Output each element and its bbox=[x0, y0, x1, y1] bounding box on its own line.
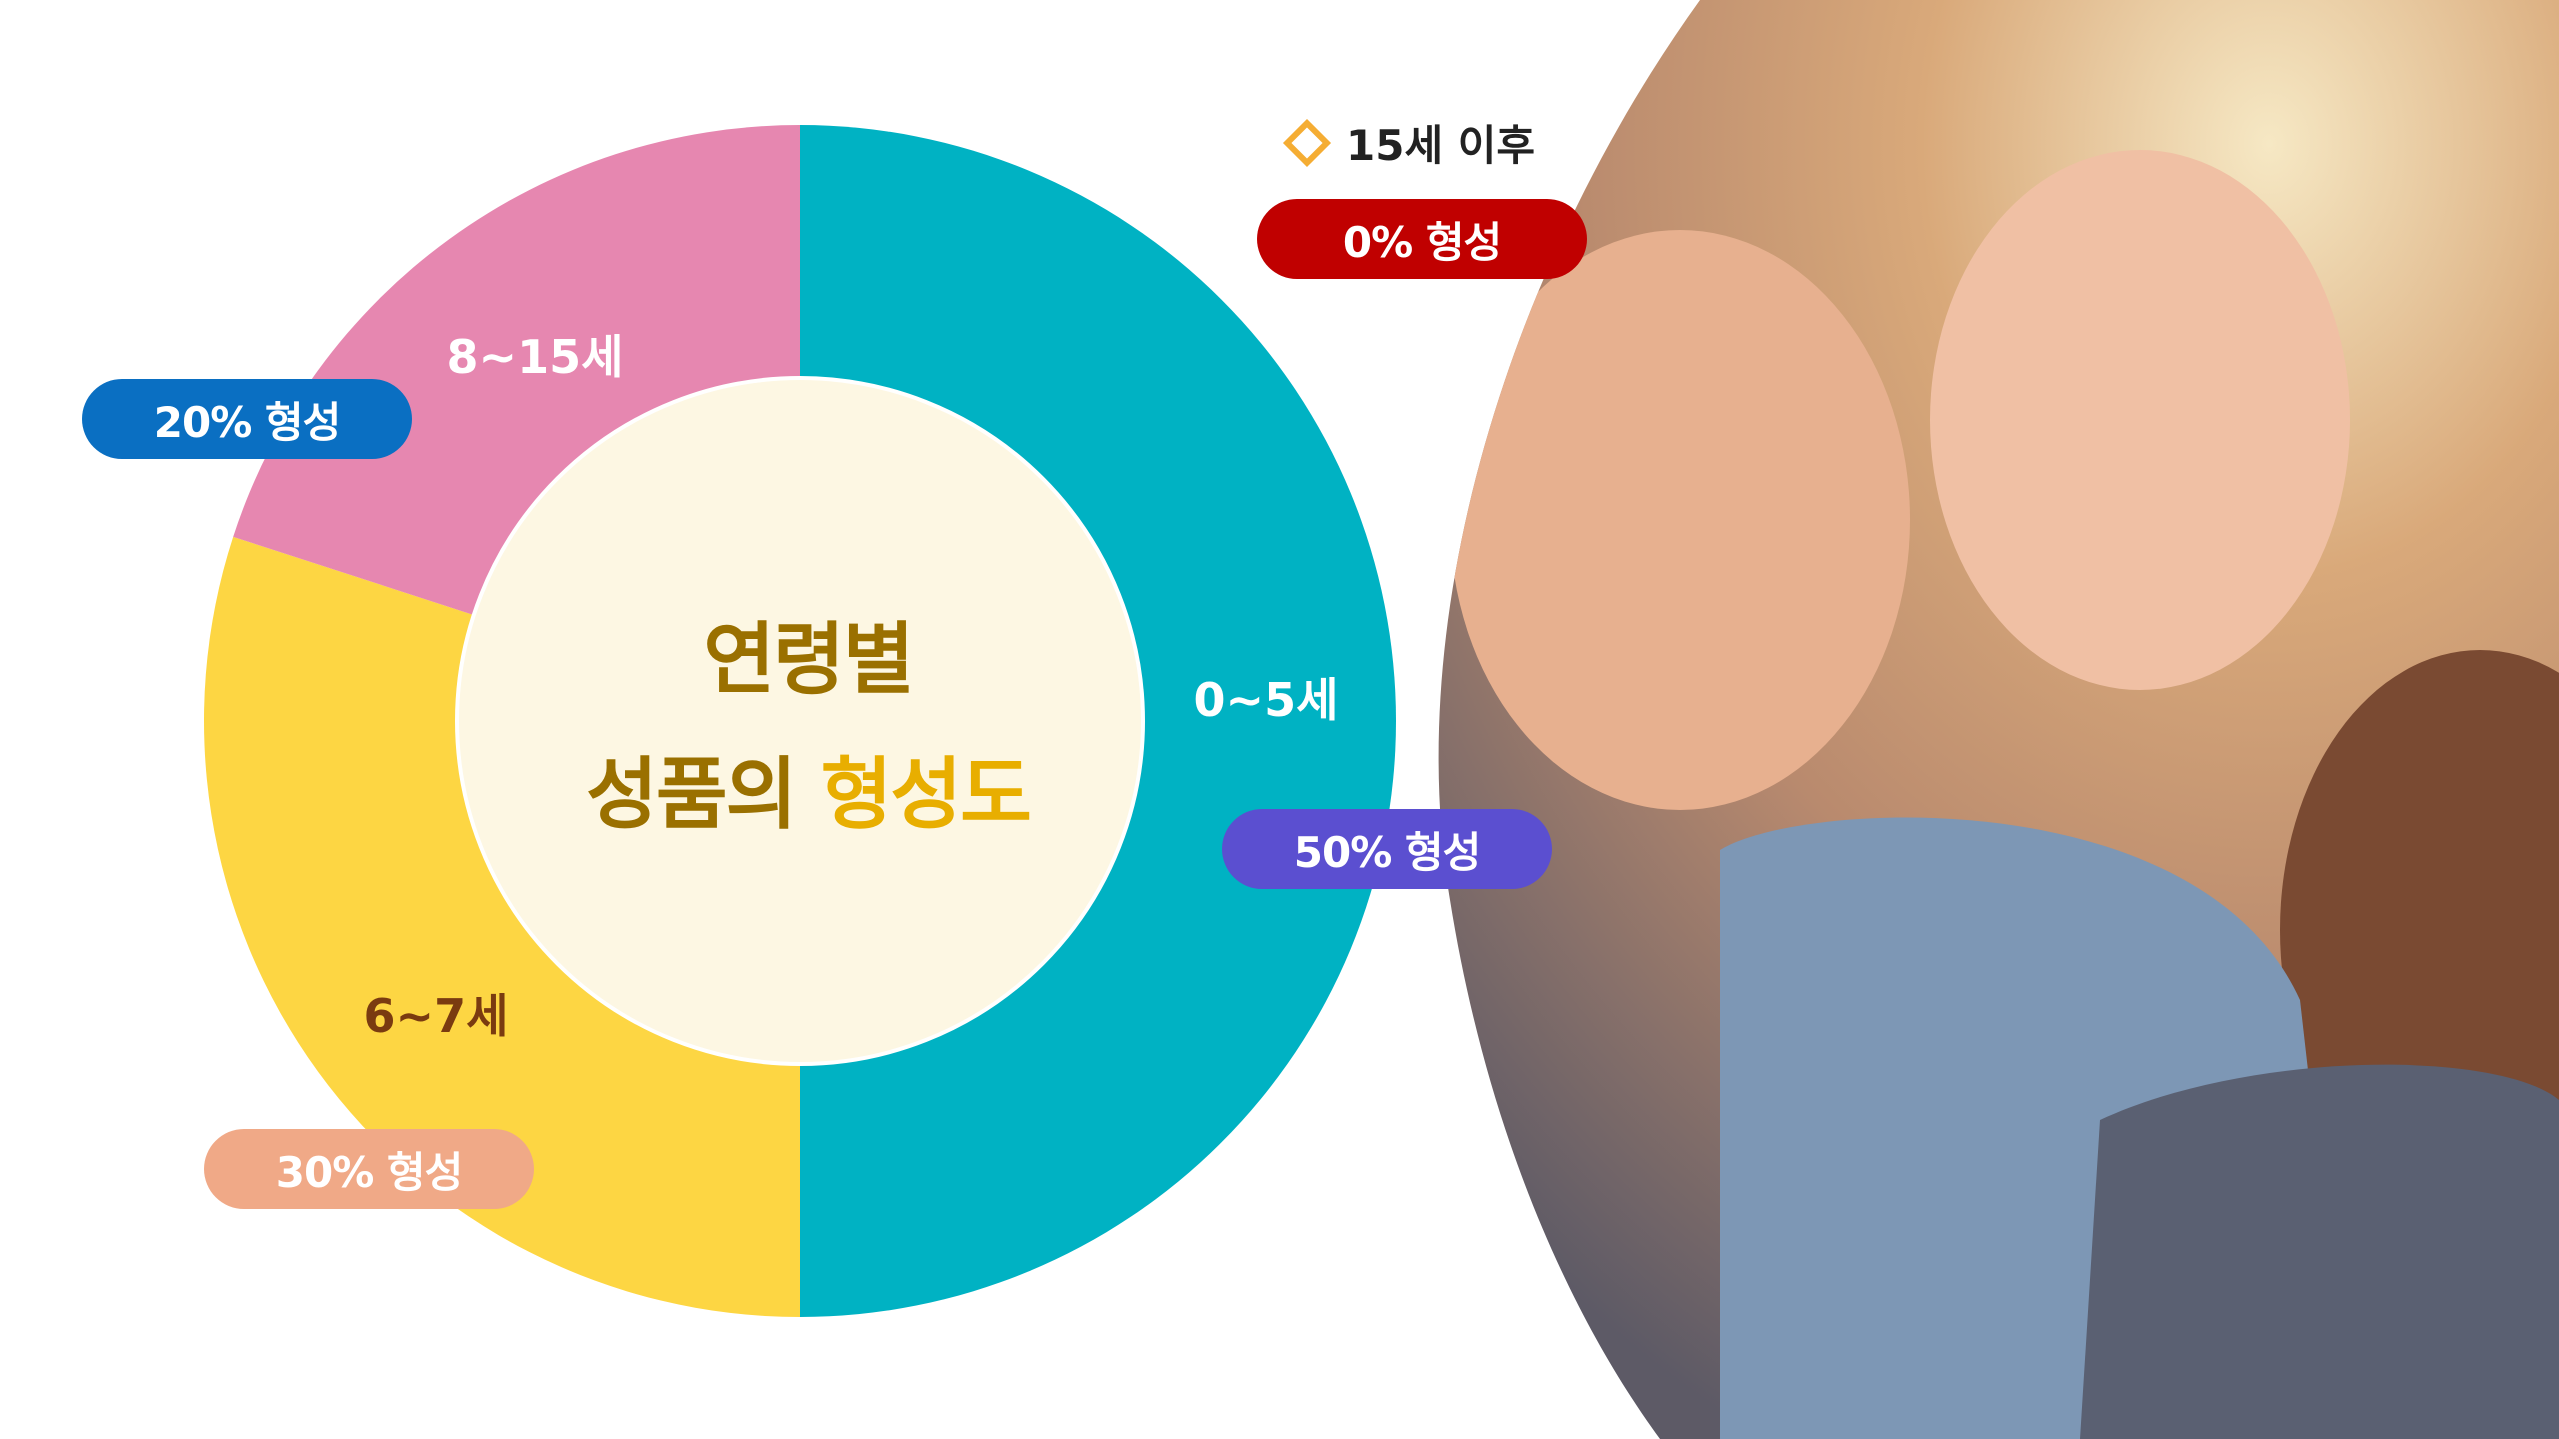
donut-center bbox=[455, 376, 1145, 1066]
slice-label-8-15: 8~15세 bbox=[446, 330, 624, 384]
title-part-a: 성품의 bbox=[586, 750, 797, 840]
chart-title-line1: 연령별 bbox=[703, 615, 914, 705]
legend-15-plus: 15세 이후 bbox=[1282, 112, 1535, 173]
callout-20: 20% 형성 bbox=[82, 379, 412, 459]
chart-title-line2: 성품의 형성도 bbox=[586, 732, 1032, 844]
legend-label: 15세 이후 bbox=[1346, 121, 1535, 170]
callout-30: 30% 형성 bbox=[204, 1129, 534, 1209]
slice-label-0-5: 0~5세 bbox=[1193, 673, 1339, 727]
slice-label-6-7: 6~7세 bbox=[363, 989, 509, 1043]
diamond-icon bbox=[1282, 118, 1332, 167]
child-face-1 bbox=[1450, 230, 1910, 810]
callout-50: 50% 형성 bbox=[1222, 809, 1552, 889]
title-part-b: 형성도 bbox=[820, 750, 1032, 840]
callout-0: 0% 형성 bbox=[1257, 199, 1587, 279]
child-face-2 bbox=[1930, 150, 2350, 690]
